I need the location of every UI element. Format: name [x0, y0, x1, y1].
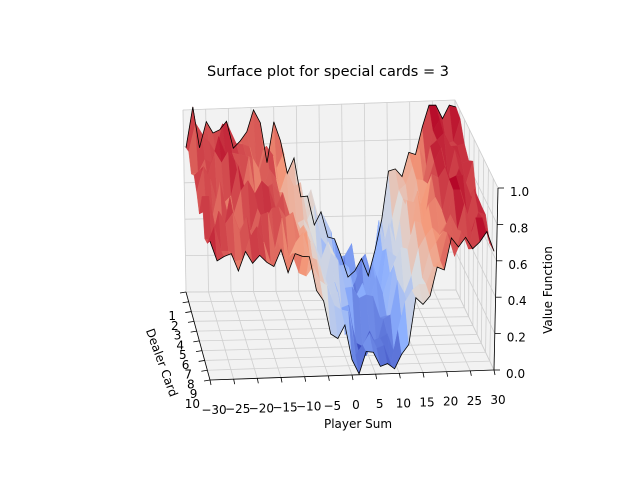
grid-line: [182, 109, 187, 293]
y-tick-label: 6: [182, 358, 190, 372]
x-tick-label: −5: [323, 399, 341, 413]
x-tick: [469, 370, 472, 376]
y-tick: [179, 291, 187, 294]
grid-line: [455, 289, 495, 371]
z-tick-label: 0.4: [508, 294, 527, 308]
x-tick-label: 0: [352, 398, 360, 412]
x-axis: −30−25−20−15−10 −5 0 5 10 15 20 25 30: [201, 369, 506, 417]
grid-line: [480, 158, 485, 344]
x-axis-label: Player Sum: [324, 417, 392, 431]
x-tick-label: 15: [419, 396, 434, 410]
chart-title: Surface plot for special cards = 3: [207, 64, 449, 80]
x-tick-label: −25: [225, 402, 250, 416]
x-tick-label: 5: [376, 397, 384, 411]
y-tick-label: 1: [168, 309, 176, 323]
y-tick: [187, 320, 195, 323]
x-tick: [375, 374, 378, 380]
grid-line: [207, 360, 490, 371]
grid-line: [485, 168, 489, 353]
grid-line: [230, 291, 258, 379]
x-tick-label: −15: [272, 401, 297, 415]
x-tick-label: 20: [443, 395, 458, 409]
y-tick: [198, 360, 205, 362]
y-tick-label: 10: [185, 397, 200, 411]
x-tick: [422, 372, 425, 378]
y-tick: [193, 340, 200, 343]
z-tick-label: 0.6: [508, 258, 527, 272]
grid-line: [489, 178, 494, 362]
y-tick: [201, 369, 208, 372]
surface-edge: [185, 104, 457, 278]
y-tick: [203, 379, 211, 382]
y-tick-label: 8: [187, 377, 195, 391]
surface: [185, 104, 495, 375]
z-tick-label: 0.0: [506, 367, 525, 381]
y-tick-label: 5: [179, 348, 187, 362]
x-tick: [233, 379, 236, 385]
grid-line: [182, 99, 456, 111]
x-tick: [327, 375, 330, 381]
y-tick-label: 9: [190, 387, 198, 401]
y-axis-line: [185, 291, 211, 381]
z-tick-label: 0.2: [507, 331, 526, 345]
surface-edge: [209, 230, 495, 375]
z-axis-label: Value Function: [541, 246, 555, 334]
x-tick-label: −20: [249, 401, 274, 415]
x-tick-label: −30: [201, 403, 226, 417]
z-axis: 0.0 0.2 0.4 0.6 0.8 1.0: [493, 185, 529, 381]
grid-line: [410, 290, 448, 372]
grid-line: [298, 291, 329, 376]
x-tick-label: −10: [296, 400, 321, 414]
z-axis-line: [493, 187, 499, 371]
y-tick-label: 4: [176, 338, 184, 352]
x-tick: [280, 377, 283, 383]
y-tick: [182, 301, 189, 304]
x-tick: [209, 379, 212, 386]
y-tick-label: 3: [174, 329, 182, 343]
y-tick: [195, 350, 203, 353]
grid-line: [433, 290, 471, 371]
x-tick: [398, 373, 401, 379]
grid-line: [275, 291, 306, 377]
y-tick-label: 2: [171, 319, 179, 333]
y-tick: [185, 311, 192, 313]
z-tick-label: 1.0: [510, 185, 529, 199]
grid-line: [455, 251, 496, 334]
x-tick: [304, 376, 307, 382]
y-tick: [190, 330, 197, 333]
x-tick-label: 25: [467, 394, 482, 408]
x-tick: [351, 374, 354, 381]
x-tick: [256, 378, 259, 384]
z-tick-label: 0.8: [509, 221, 528, 235]
grid-line: [253, 291, 282, 378]
x-tick-label: 10: [396, 396, 411, 410]
grid-line: [454, 99, 499, 189]
grid-line: [201, 342, 482, 352]
x-tick: [493, 369, 496, 376]
x-tick-label: 30: [490, 393, 505, 407]
y-tick-label: 7: [184, 368, 192, 382]
x-tick: [446, 371, 449, 377]
grid-line: [204, 351, 486, 361]
grid-line: [208, 291, 235, 380]
